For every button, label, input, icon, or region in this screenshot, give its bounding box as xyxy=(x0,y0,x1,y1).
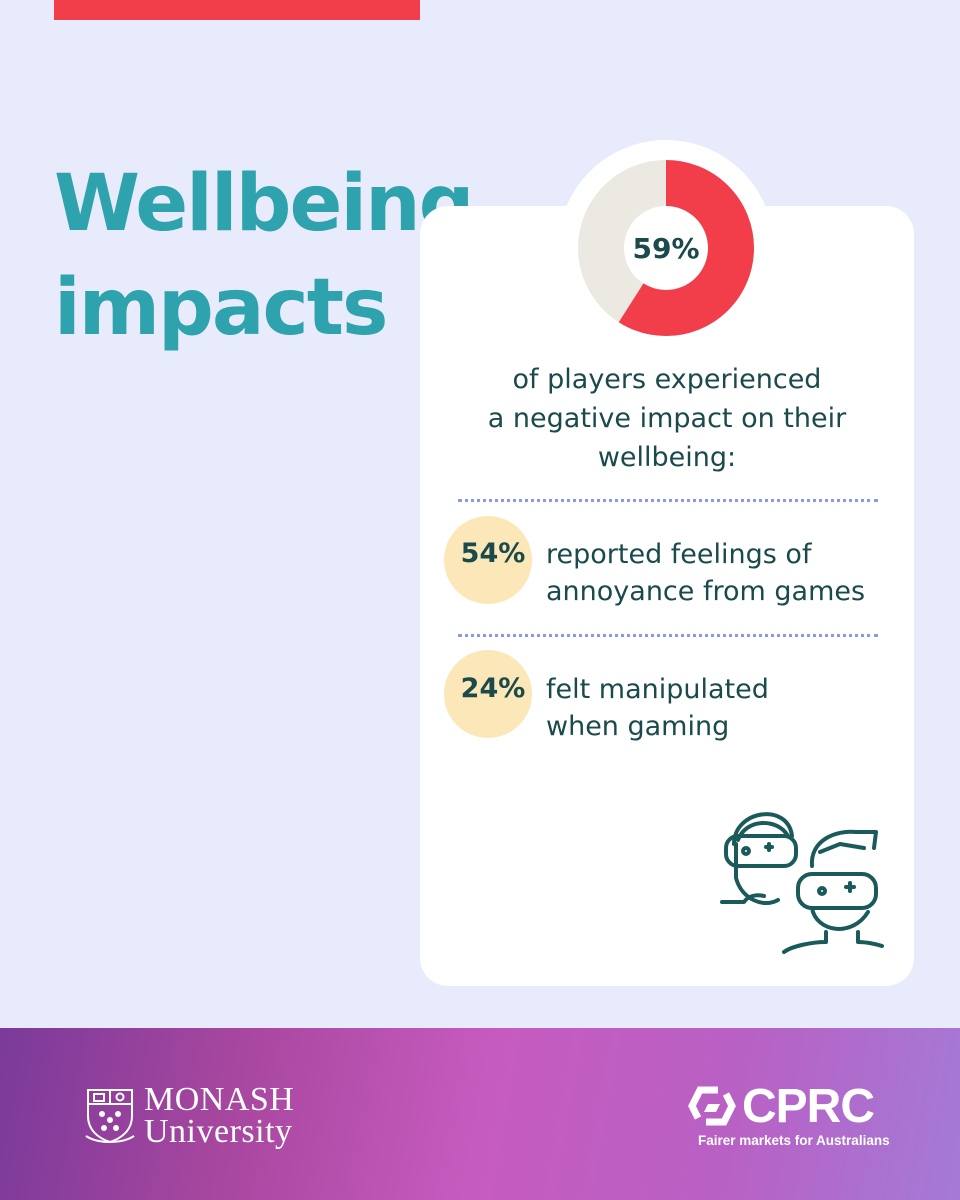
cprc-tagline: Fairer markets for Australians xyxy=(698,1133,890,1148)
cprc-logo-wordmark: CPRC xyxy=(742,1080,875,1133)
donut-percent-label: 59% xyxy=(632,231,700,265)
stat-percent: 24% xyxy=(460,673,526,704)
stat-description-line: reported feelings of xyxy=(546,539,812,570)
stat-description: reported feelings of annoyance from game… xyxy=(546,536,865,610)
main-stat-line-3: wellbeing: xyxy=(597,442,737,473)
page-title-line-2: impacts xyxy=(54,263,388,353)
monash-crest-icon xyxy=(85,1089,135,1144)
stat-circle xyxy=(444,650,532,738)
stat-percent: 54% xyxy=(460,538,526,569)
top-accent-bar xyxy=(54,0,420,20)
stat-circle xyxy=(444,516,532,604)
main-stat-line-2: a negative impact on their xyxy=(487,403,847,434)
monash-logo-line-1: MONASH xyxy=(144,1081,295,1118)
stat-description-line: when gaming xyxy=(546,711,730,742)
cprc-logo-icon xyxy=(688,1086,736,1126)
stat-description: felt manipulated when gaming xyxy=(546,671,769,745)
monash-logo-line-2: University xyxy=(144,1113,293,1150)
donut-chart xyxy=(578,160,754,336)
main-stat-line-1: of players experienced xyxy=(512,364,822,395)
stat-description-line: annoyance from games xyxy=(546,576,866,607)
page-title: Wellbeing impacts xyxy=(54,152,474,360)
monash-logo-wordmark: MONASH University xyxy=(144,1081,295,1150)
main-stat-description: of players experienced a negative impact… xyxy=(440,360,894,477)
page-title-line-1: Wellbeing xyxy=(54,159,474,249)
gamers-with-vr-goggles-icon xyxy=(720,812,884,954)
donut-filled-segment xyxy=(578,160,754,336)
dotted-divider xyxy=(458,634,878,637)
stat-description-line: felt manipulated xyxy=(546,674,769,705)
dotted-divider xyxy=(458,499,878,502)
footer-band xyxy=(0,1028,960,1200)
